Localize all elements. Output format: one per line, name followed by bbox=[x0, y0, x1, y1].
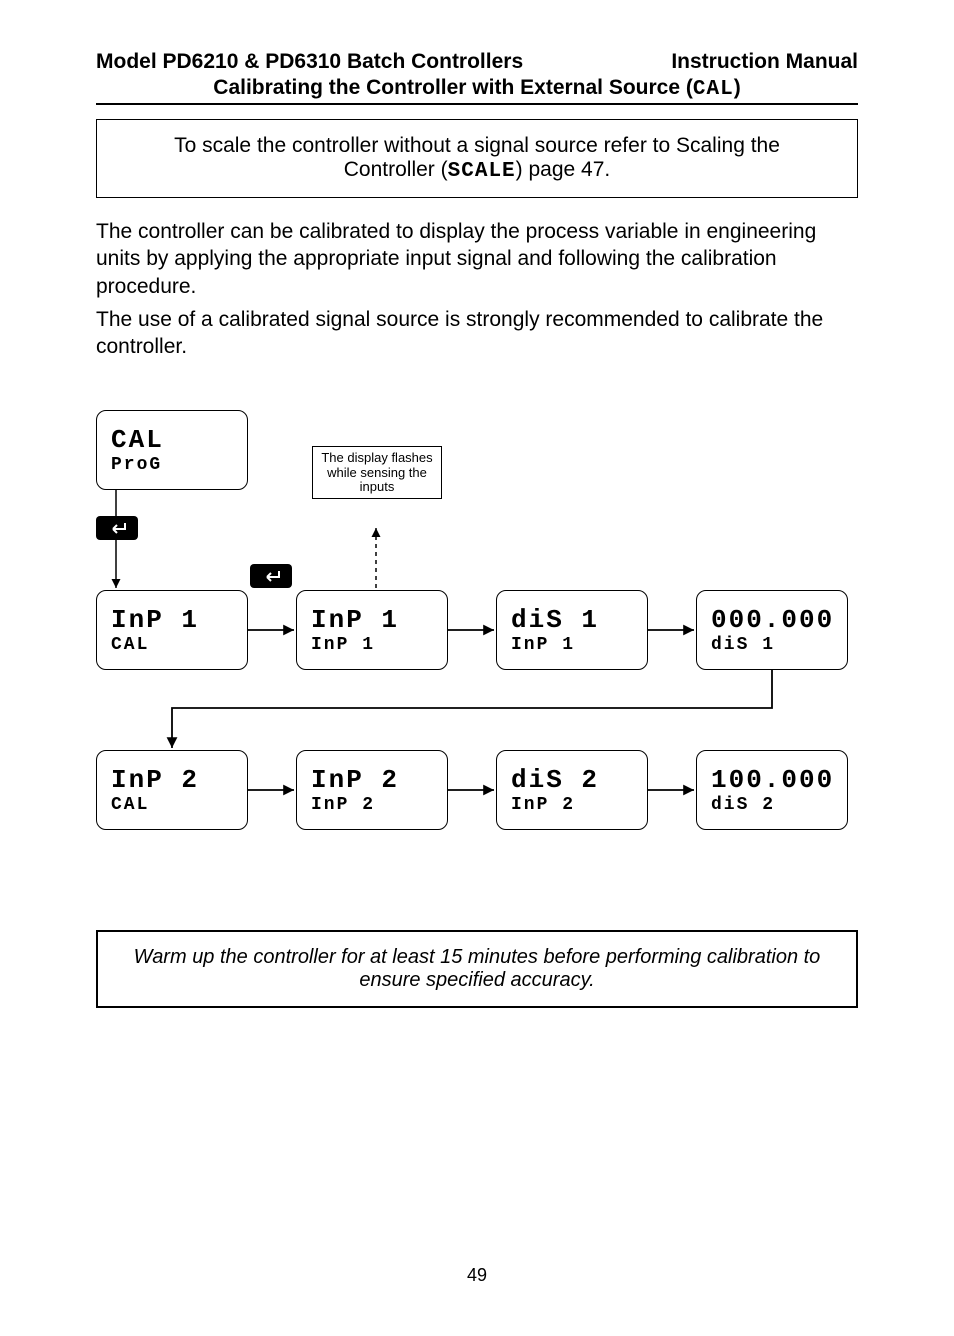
subtitle-suffix: ) bbox=[734, 76, 741, 99]
page-header: Model PD6210 & PD6310 Batch Controllers … bbox=[96, 50, 858, 74]
infobox-line1: To scale the controller without a signal… bbox=[117, 134, 837, 158]
infobox-line2: Controller (SCALE) page 47. bbox=[117, 158, 837, 183]
scaling-info-box: To scale the controller without a signal… bbox=[96, 119, 858, 198]
page-number: 49 bbox=[0, 1265, 954, 1286]
calibration-flow-diagram: CAL ProG The display flashes while sensi… bbox=[96, 410, 858, 910]
infobox-line2-suffix: ) page 47. bbox=[516, 158, 611, 181]
subtitle-cal: CAL bbox=[693, 78, 734, 101]
page-subtitle: Calibrating the Controller with External… bbox=[96, 76, 858, 101]
warmup-text: Warm up the controller for at least 15 m… bbox=[134, 946, 821, 991]
warmup-note-box: Warm up the controller for at least 15 m… bbox=[96, 930, 858, 1008]
header-rule bbox=[96, 103, 858, 105]
flow-arrows bbox=[96, 410, 856, 840]
infobox-scale: SCALE bbox=[448, 160, 516, 183]
header-left: Model PD6210 & PD6310 Batch Controllers bbox=[96, 50, 523, 74]
header-right: Instruction Manual bbox=[671, 50, 858, 74]
paragraph-2: The use of a calibrated signal source is… bbox=[96, 306, 858, 361]
paragraph-1: The controller can be calibrated to disp… bbox=[96, 218, 858, 300]
infobox-line2-prefix: Controller ( bbox=[344, 158, 448, 181]
subtitle-prefix: Calibrating the Controller with External… bbox=[213, 76, 693, 99]
